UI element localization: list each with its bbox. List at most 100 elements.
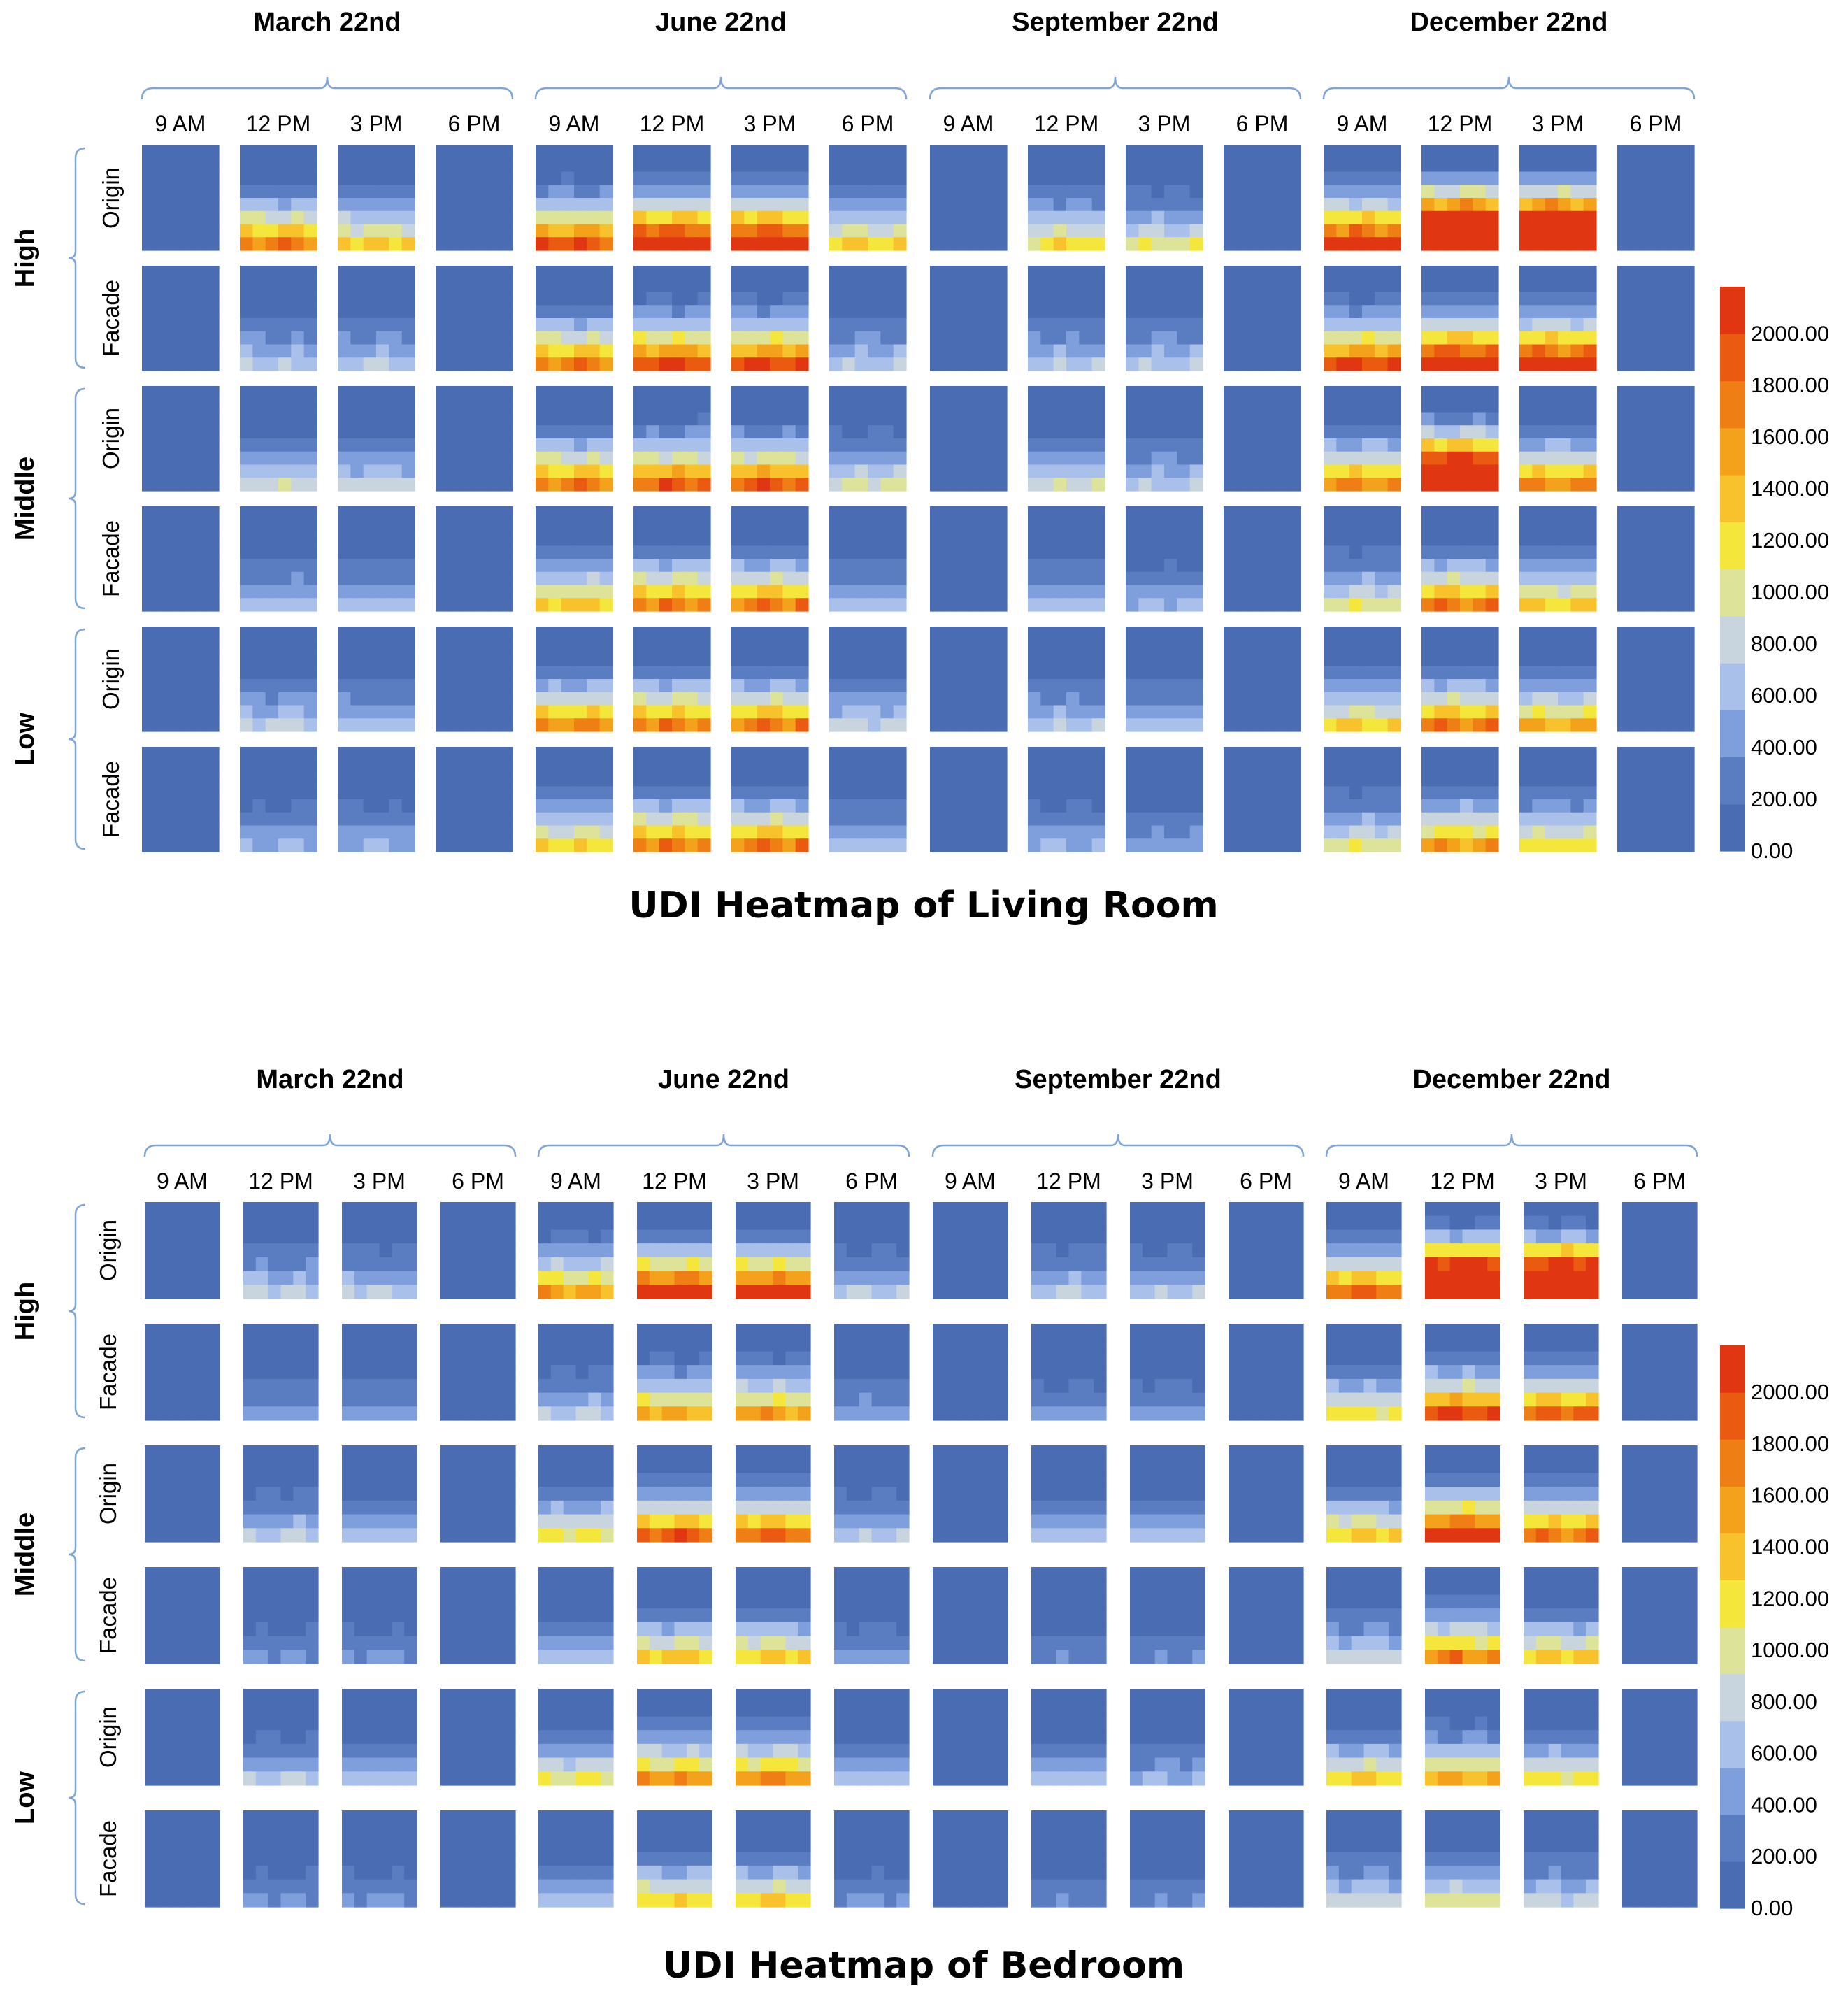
heatmap-cell: [436, 224, 449, 238]
heatmap-cell: [1434, 412, 1448, 426]
heatmap-cell: [1558, 679, 1571, 693]
heatmap-cell: [487, 825, 501, 839]
heatmap-cell: [955, 464, 969, 478]
heatmap-cell: [303, 331, 317, 345]
heatmap-cell: [1275, 425, 1289, 439]
heatmap-cell: [379, 1285, 392, 1299]
time-label: 3 PM: [747, 1168, 799, 1194]
heatmap-cell: [646, 825, 660, 839]
heatmap-cell: [1630, 357, 1644, 371]
heatmap-cell: [1545, 639, 1559, 654]
heatmap-cell: [968, 344, 982, 358]
heatmap-cell: [685, 305, 699, 319]
heatmap-cell: [1387, 278, 1401, 293]
heatmap-cell: [303, 639, 317, 654]
heatmap-cell: [1434, 386, 1448, 400]
heatmap-cell: [1434, 519, 1448, 534]
heatmap-cell: [893, 773, 907, 787]
heatmap-cell: [880, 747, 894, 761]
heatmap-cell: [599, 386, 613, 400]
heatmap-panel: [536, 266, 613, 371]
heatmap-cell: [155, 357, 169, 371]
heatmap-cell: [363, 571, 377, 586]
heatmap-cell: [633, 786, 647, 800]
heatmap-cell: [744, 559, 758, 573]
heatmap-cell: [1287, 266, 1301, 280]
heatmap-cell: [968, 210, 982, 225]
heatmap-cell: [1545, 451, 1559, 466]
heatmap-cell: [880, 425, 894, 439]
heatmap-cell: [1583, 399, 1597, 413]
heatmap-cell: [536, 598, 549, 612]
heatmap-cell: [842, 759, 856, 774]
heatmap-cell: [1151, 679, 1165, 693]
heatmap-cell: [1421, 158, 1435, 173]
heatmap-cell: [252, 571, 266, 586]
heatmap-cell: [994, 198, 1008, 212]
heatmap-panel: [1617, 145, 1695, 251]
heatmap-cell: [379, 1215, 392, 1231]
heatmap-cell: [893, 838, 907, 852]
heatmap-cell: [1434, 331, 1448, 345]
heatmap-cell: [1362, 399, 1375, 413]
heatmap-cell: [1421, 705, 1435, 719]
heatmap-cell: [782, 639, 796, 654]
heatmap-cell: [685, 464, 699, 478]
heatmap-cell: [744, 759, 758, 774]
heatmap-cell: [193, 559, 207, 573]
heatmap-cell: [278, 198, 292, 212]
heatmap-cell: [1656, 145, 1669, 159]
heatmap-cell: [1421, 773, 1435, 787]
heatmap-cell: [685, 679, 699, 693]
heatmap-cell: [795, 598, 809, 612]
heatmap-cell: [363, 585, 377, 599]
heatmap-cell: [685, 331, 699, 345]
heatmap-cell: [1473, 292, 1487, 306]
heatmap-cell: [536, 305, 549, 319]
heatmap-cell: [155, 598, 169, 612]
heatmap-cell: [744, 639, 758, 654]
heatmap-cell: [1324, 318, 1337, 332]
heatmap-cell: [1324, 786, 1337, 800]
heatmap-cell: [1485, 506, 1499, 520]
heatmap-cell: [1079, 598, 1093, 612]
heatmap-cell: [1126, 545, 1139, 559]
heatmap-cell: [561, 519, 575, 534]
heatmap-cell: [436, 478, 449, 492]
heatmap-cell: [599, 399, 613, 413]
heatmap-cell: [1545, 292, 1559, 306]
heatmap-cell: [1545, 237, 1559, 251]
heatmap-cell: [1040, 838, 1054, 852]
heatmap-cell: [1668, 399, 1682, 413]
heatmap-cell: [1460, 532, 1473, 546]
heatmap-cell: [142, 666, 155, 680]
heatmap-cell: [599, 598, 613, 612]
heatmap-cell: [672, 278, 685, 293]
heatmap-cell: [646, 451, 660, 466]
heatmap-cell: [487, 158, 501, 173]
heatmap-cell: [1275, 506, 1289, 520]
heatmap-cell: [155, 773, 169, 787]
heatmap-cell: [474, 692, 487, 706]
heatmap-cell: [1656, 171, 1669, 185]
heatmap-cell: [291, 171, 305, 185]
heatmap-cell: [291, 305, 305, 319]
heatmap-cell: [461, 266, 475, 280]
heatmap-cell: [1617, 506, 1631, 520]
heatmap-cell: [672, 451, 685, 466]
heatmap-cell: [1421, 292, 1435, 306]
heatmap-cell: [981, 278, 995, 293]
heatmap-cell: [1630, 305, 1644, 319]
heatmap-cell: [1028, 786, 1041, 800]
heatmap-cell: [401, 198, 415, 212]
heatmap-cell: [1349, 559, 1363, 573]
heatmap-cell: [1138, 545, 1152, 559]
heatmap-cell: [338, 210, 351, 225]
heatmap-cell: [1324, 464, 1337, 478]
heatmap-cell: [293, 1271, 306, 1285]
heatmap-cell: [167, 747, 181, 761]
heatmap-cell: [561, 666, 575, 680]
heatmap-cell: [182, 1285, 195, 1299]
heatmap-cell: [265, 425, 279, 439]
heatmap-cell: [142, 627, 155, 641]
